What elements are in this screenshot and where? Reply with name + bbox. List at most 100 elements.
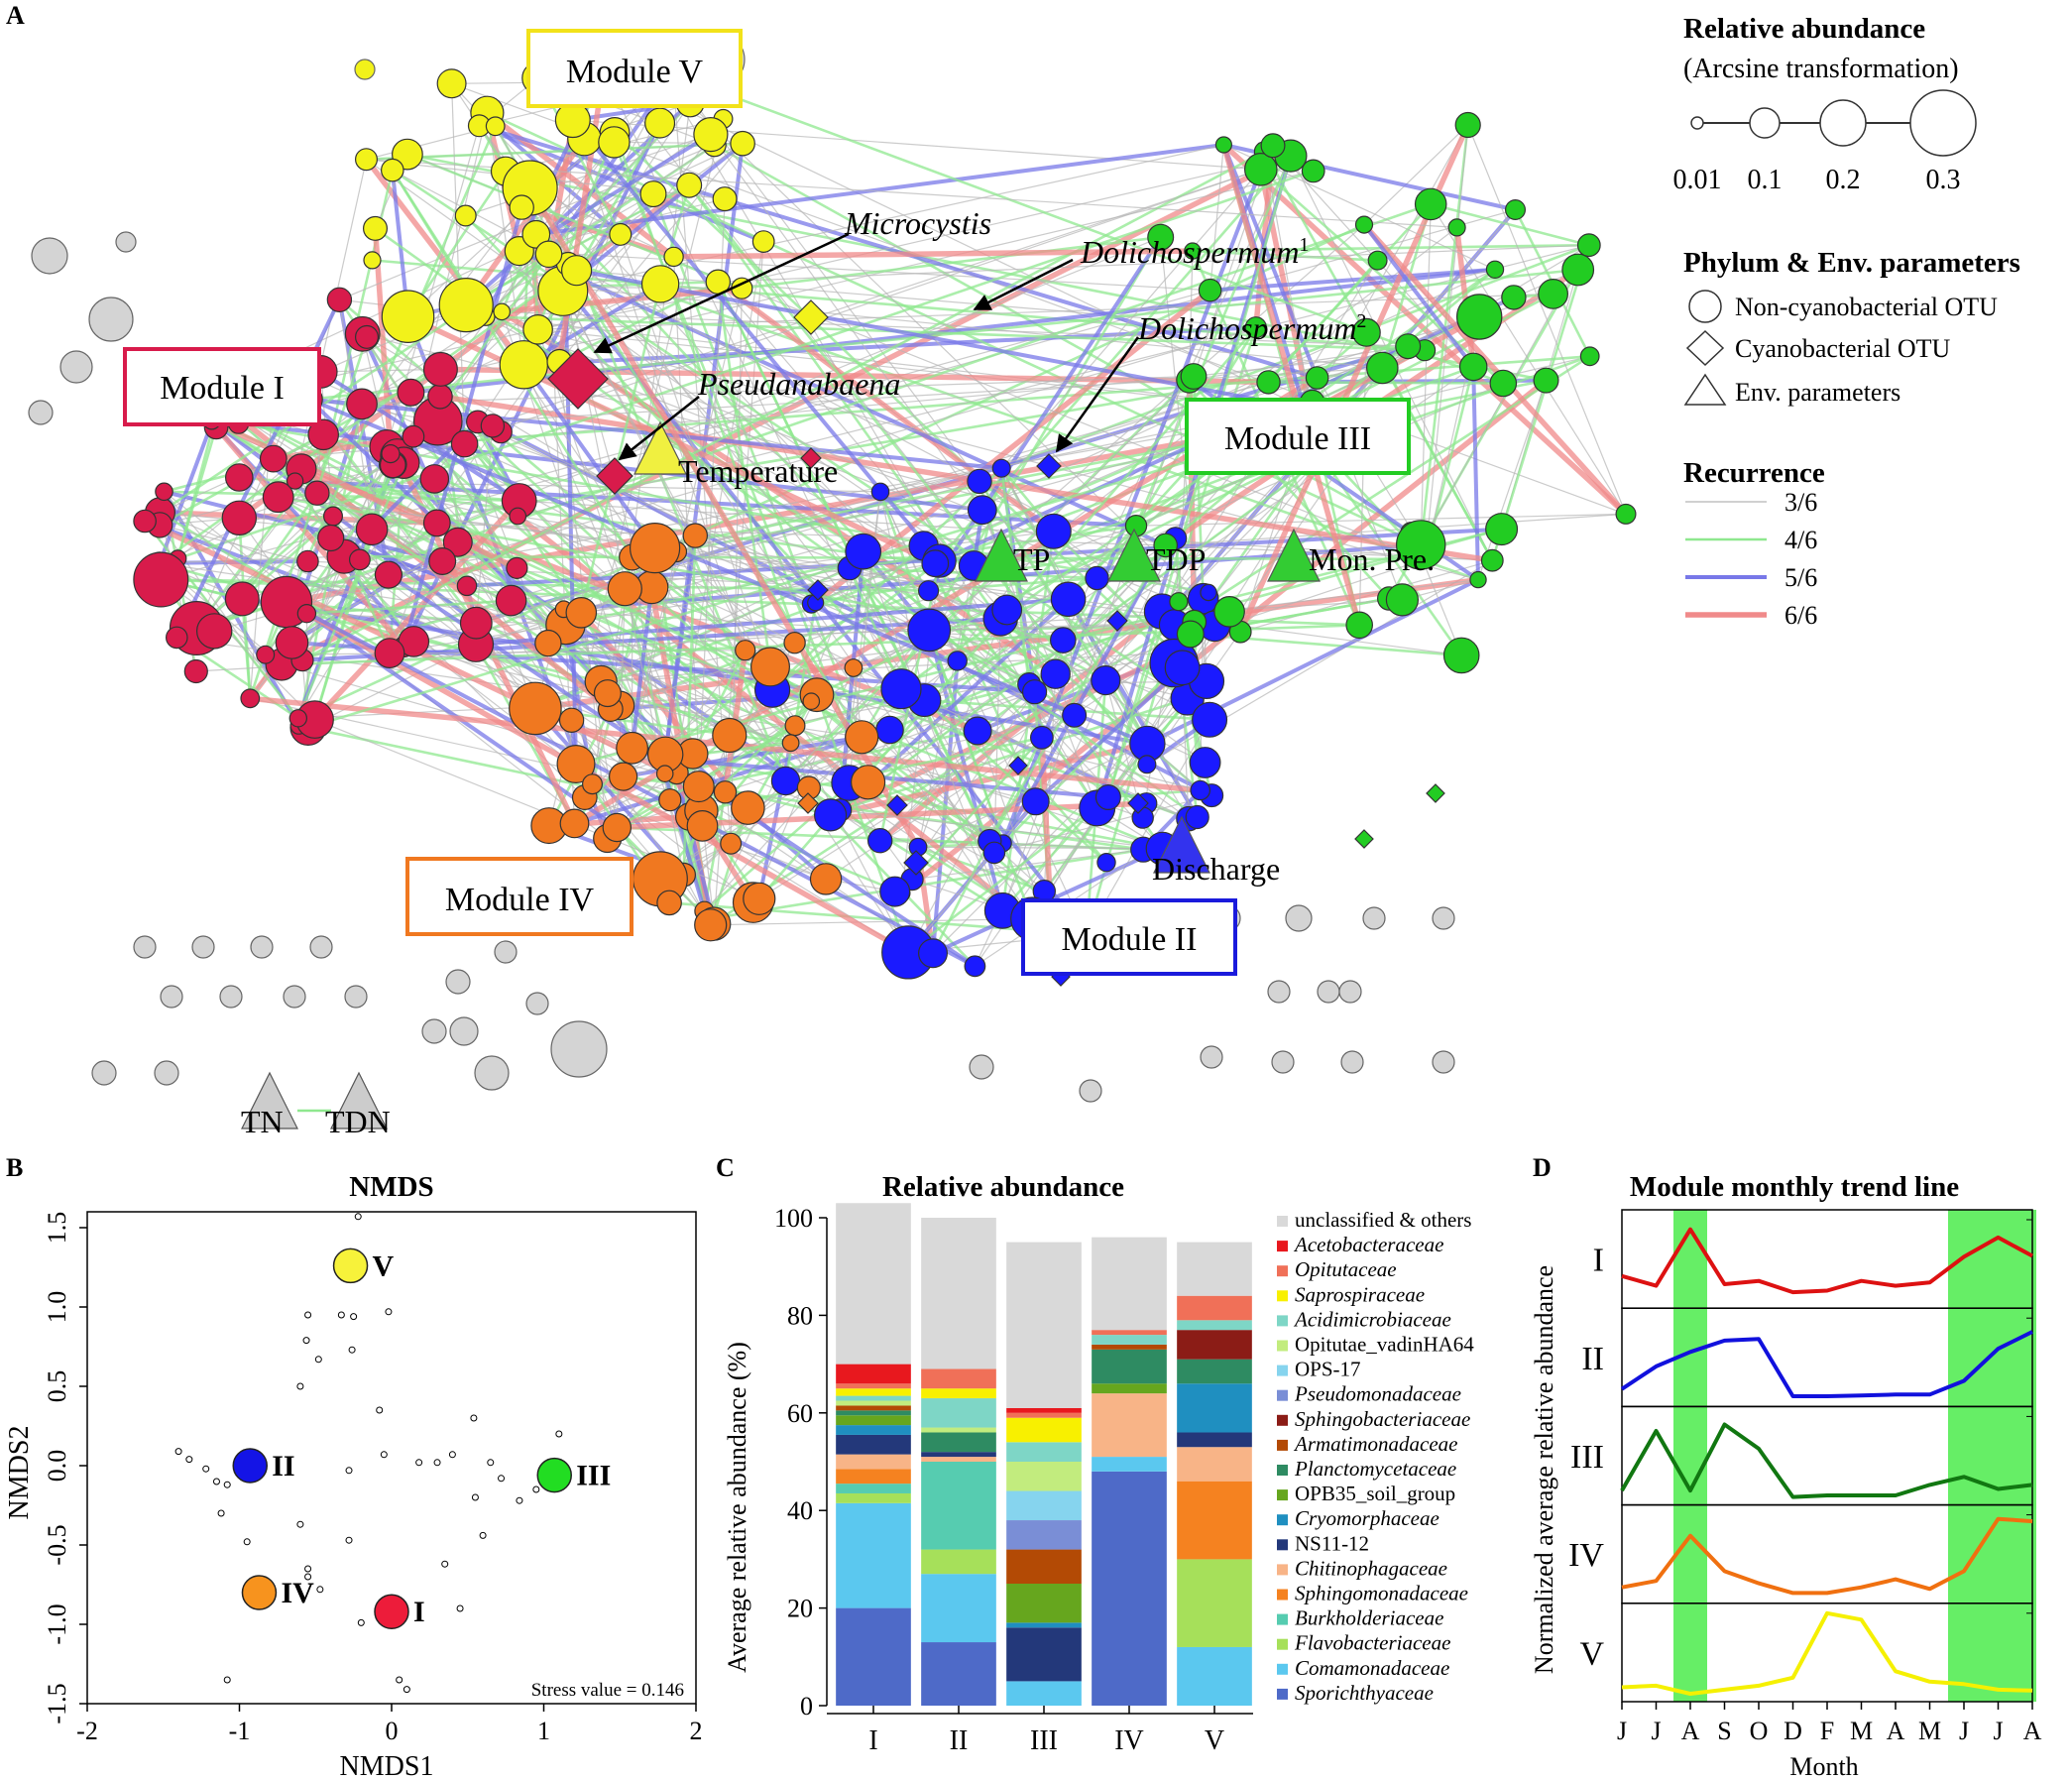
network-node xyxy=(558,707,585,734)
nmds-xtick-label: -2 xyxy=(76,1717,98,1745)
bar-segment xyxy=(1006,1462,1082,1491)
network-edge xyxy=(1209,267,1496,293)
network-edge xyxy=(535,143,1224,237)
module-box-III: Module III xyxy=(1185,398,1411,475)
legend-recurrence-title: Recurrence xyxy=(1683,457,1825,489)
network-node xyxy=(639,180,667,208)
network-node xyxy=(609,222,633,246)
network-edge xyxy=(305,453,392,614)
panel-label-a: A xyxy=(6,1,25,30)
network-node xyxy=(1184,242,1202,260)
bar-segment xyxy=(1006,1407,1082,1413)
panel-label-b: B xyxy=(6,1153,23,1182)
nmds-module-label-IV: IV xyxy=(281,1577,314,1609)
bar-segment xyxy=(1006,1584,1082,1623)
bar-segment xyxy=(921,1432,996,1453)
unassigned-otu xyxy=(1432,1050,1455,1074)
module-label-I: Module I xyxy=(160,370,285,407)
nmds-otu-point xyxy=(345,1536,353,1544)
bar-segment xyxy=(1006,1442,1082,1462)
trend-row-label-I: I xyxy=(1593,1243,1604,1279)
network-node xyxy=(644,107,676,139)
bar-segment xyxy=(921,1452,996,1458)
network-edge xyxy=(907,795,1109,954)
network-node xyxy=(381,290,435,344)
network-node xyxy=(1455,294,1503,340)
trend-month-label: A xyxy=(1887,1717,1905,1745)
bar-segment xyxy=(1006,1412,1082,1418)
unassigned-otu xyxy=(31,237,68,275)
trend-month-label: J xyxy=(1959,1717,1969,1745)
unassigned-otu xyxy=(59,350,93,384)
network-edge xyxy=(1209,144,1224,291)
network-node xyxy=(1480,548,1504,572)
abundance-ylabel: Average relative abundance (%) xyxy=(723,1342,751,1673)
bar-segment xyxy=(836,1395,911,1401)
trend-line-II xyxy=(1620,1330,2033,1398)
network-node xyxy=(694,908,728,942)
network-node xyxy=(1192,701,1228,738)
network-edge xyxy=(1424,124,1469,559)
network-node xyxy=(735,640,756,661)
network-node xyxy=(296,549,319,573)
network-edge xyxy=(521,363,657,549)
nmds-xlabel: NMDS1 xyxy=(340,1751,434,1781)
network-node xyxy=(286,472,304,490)
network-edge xyxy=(934,155,1292,565)
network-node xyxy=(256,645,276,664)
legend-label: unclassified & others xyxy=(1295,1208,1471,1232)
network-node xyxy=(1442,637,1480,674)
network-node xyxy=(565,596,598,629)
network-edge xyxy=(159,144,716,514)
cyanobacterial-otu xyxy=(1127,792,1149,814)
network-node xyxy=(813,798,848,832)
network-edge xyxy=(366,142,744,161)
legend-swatch xyxy=(1277,1465,1288,1476)
network-node xyxy=(506,556,528,580)
network-edge xyxy=(863,550,1003,911)
legend-label: Opitutaceae xyxy=(1295,1257,1397,1281)
network-node xyxy=(1447,218,1466,237)
network-edge xyxy=(911,565,975,880)
network-edge xyxy=(674,772,717,925)
network-node xyxy=(499,340,548,390)
abundance-panel: C Relative abundance Average relative ab… xyxy=(716,1153,1474,1756)
network-edge xyxy=(559,361,1180,603)
bar-segment xyxy=(1092,1330,1167,1336)
bar-segment xyxy=(836,1388,911,1396)
cyanobacterial-otu xyxy=(547,348,609,410)
bar-segment xyxy=(836,1415,911,1426)
bar-ytick-label: 60 xyxy=(787,1399,813,1428)
network-node xyxy=(608,762,638,791)
trend-title: Module monthly trend line xyxy=(1630,1171,1959,1203)
env-label-tdp: TDP xyxy=(1146,541,1206,577)
network-edge xyxy=(305,611,910,955)
network-node xyxy=(560,255,593,287)
highlight-band xyxy=(1673,1210,1707,1702)
legend-label: Sphingomonadaceae xyxy=(1295,1582,1468,1605)
unassigned-otu xyxy=(1340,1050,1364,1074)
trend-month-label: S xyxy=(1717,1717,1731,1745)
unassigned-otu xyxy=(250,935,274,959)
env-label-tn: TN xyxy=(241,1104,284,1139)
network-edge xyxy=(518,132,712,253)
network-node xyxy=(225,463,254,492)
network-node xyxy=(1062,702,1088,728)
network-edge xyxy=(388,411,1312,576)
trend-row-label-IV: IV xyxy=(1568,1537,1604,1574)
network-node xyxy=(221,500,257,535)
bar-category-label: V xyxy=(1205,1725,1224,1756)
unassigned-otu xyxy=(1079,1079,1102,1103)
legend-label: Flavobacteriaceae xyxy=(1294,1631,1450,1655)
network-edge xyxy=(306,613,566,626)
nmds-otu-point xyxy=(357,1618,365,1626)
nmds-xtick-label: 1 xyxy=(537,1717,550,1745)
label-pseudanabaena: Pseudanabaena xyxy=(697,366,900,402)
trend-ylabel: Normalized average relative abundance xyxy=(1530,1265,1558,1674)
trend-month-label: A xyxy=(1681,1717,1700,1745)
network-node xyxy=(509,507,527,526)
bar-segment xyxy=(1092,1344,1167,1350)
network-node xyxy=(720,832,743,855)
network-node xyxy=(1489,369,1518,398)
network-node xyxy=(784,715,806,737)
